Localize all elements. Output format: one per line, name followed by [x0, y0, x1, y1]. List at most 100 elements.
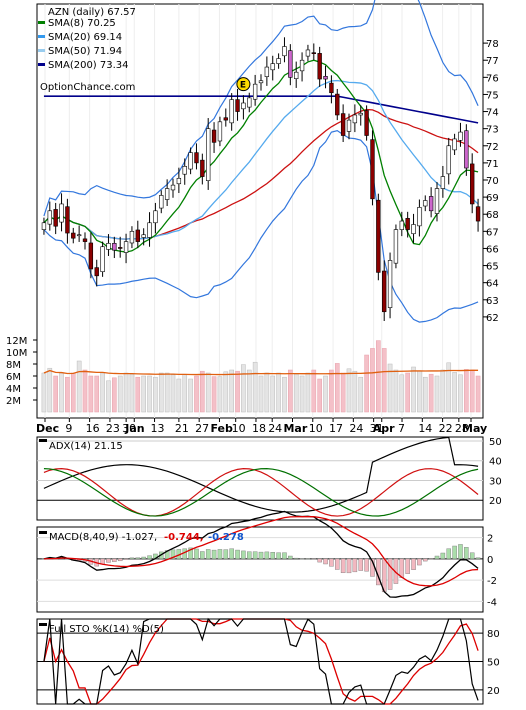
bollinger-lower-band: [43, 129, 479, 323]
candle-body: [82, 238, 88, 242]
volume-bar: [323, 375, 328, 413]
candle-body: [106, 243, 111, 250]
candle-body: [223, 117, 228, 121]
volume-bar: [252, 361, 258, 413]
sto-tick-label: 20: [487, 686, 500, 697]
x-tick-label: 16: [86, 422, 100, 435]
volume-tick-label: 10M: [6, 348, 27, 359]
macd-histogram-bar: [270, 552, 275, 560]
volume-bar: [311, 369, 317, 413]
price-tick-label: 78: [486, 39, 499, 50]
price-tick-label: 65: [486, 262, 499, 273]
macd-histogram-bar: [293, 557, 299, 560]
volume-bar: [65, 376, 70, 413]
x-tick-label: 24: [268, 422, 282, 435]
volume-bar: [47, 367, 53, 413]
sto-tick-label: 50: [487, 658, 500, 669]
macd-histogram-bar: [211, 549, 217, 560]
candle-body: [71, 232, 76, 239]
macd-histogram-bar: [423, 558, 428, 562]
macd-histogram-bar: [123, 558, 129, 560]
legend-label: SMA(20) 69.14: [48, 32, 122, 43]
volume-bar: [223, 371, 229, 413]
macd-histogram-bar: [282, 552, 287, 560]
candle-body: [446, 145, 451, 175]
volume-bar: [288, 369, 293, 413]
candle-body: [423, 200, 428, 207]
volume-bar: [258, 375, 264, 413]
adx-label: ADX(14) 21.15: [49, 441, 123, 452]
macd-histogram-bar: [417, 558, 422, 566]
macd-histogram-bar: [288, 555, 293, 560]
volume-bar: [264, 372, 270, 413]
volume-bar: [205, 372, 211, 413]
volume-bar: [194, 375, 199, 413]
macd-histogram-bar: [182, 548, 187, 560]
volume-bar: [405, 372, 410, 413]
macd-histogram-bar: [305, 558, 311, 560]
candle-body: [393, 229, 399, 264]
macd-histogram-bar: [117, 558, 123, 562]
price-tick-label: 75: [486, 90, 499, 101]
x-tick-label: 7: [398, 422, 405, 435]
volume-bar: [82, 369, 88, 413]
x-tick-label: Dec: [36, 422, 59, 435]
x-tick-label: 23: [106, 422, 120, 435]
earnings-marker-label: E: [240, 81, 246, 91]
candle-body: [211, 129, 217, 143]
volume-bar: [135, 376, 141, 413]
candle-body: [464, 130, 469, 169]
legend-label: SMA(8) 70.25: [48, 18, 116, 29]
macd-tick-label: -4: [487, 597, 497, 608]
sto-k-line: [43, 617, 479, 705]
macd-histogram-bar: [446, 548, 451, 560]
candle-body: [170, 184, 176, 191]
minus-di-line: [43, 468, 479, 517]
volume-bar: [387, 363, 393, 413]
sto-tick-label: 80: [487, 629, 500, 640]
x-tick-label: 10: [309, 422, 323, 435]
candle-body: [258, 80, 264, 84]
volume-bar: [370, 348, 375, 413]
candle-body: [47, 210, 52, 225]
bollinger-upper-band: [43, 0, 479, 217]
macd-histogram-bar: [223, 549, 229, 560]
candle-body: [411, 224, 416, 235]
candle-body: [123, 241, 129, 253]
volume-bar: [176, 378, 182, 413]
candle-body: [206, 128, 211, 181]
adx-tick-label: 40: [489, 457, 502, 468]
volume-tick-label: 8M: [6, 360, 21, 371]
macd-histogram-bar: [194, 548, 199, 560]
macd-histogram-bar: [329, 558, 334, 567]
candle-body: [288, 50, 293, 78]
price-tick-label: 73: [486, 125, 499, 136]
candle-body: [311, 52, 316, 54]
macd-histogram-bar: [112, 558, 117, 562]
price-tick-label: 70: [486, 176, 499, 187]
price-tick-label: 63: [486, 296, 499, 307]
candle-body: [370, 139, 375, 200]
x-tick-label: Feb: [210, 422, 233, 435]
macd-swatch: [39, 531, 47, 534]
candle-body: [229, 99, 234, 124]
candle-body: [329, 82, 334, 94]
candle-body: [276, 58, 281, 64]
x-tick-label: 9: [65, 422, 72, 435]
price-tick-label: 62: [486, 313, 499, 324]
adx-tick-label: 50: [489, 437, 502, 448]
sma20-line: [43, 79, 479, 240]
candle-body: [264, 66, 270, 77]
price-tick-label: 76: [486, 73, 499, 84]
volume-tick-label: 12M: [6, 336, 27, 347]
macd-histogram-bar: [452, 545, 457, 560]
volume-bar: [346, 368, 352, 413]
volume-bar: [434, 375, 440, 413]
x-tick-label: 18: [252, 422, 266, 435]
volume-bar: [70, 372, 76, 413]
candle-body: [247, 97, 252, 108]
candle-body: [282, 46, 287, 57]
x-tick-label: 17: [329, 422, 343, 435]
candle-body: [475, 206, 481, 222]
